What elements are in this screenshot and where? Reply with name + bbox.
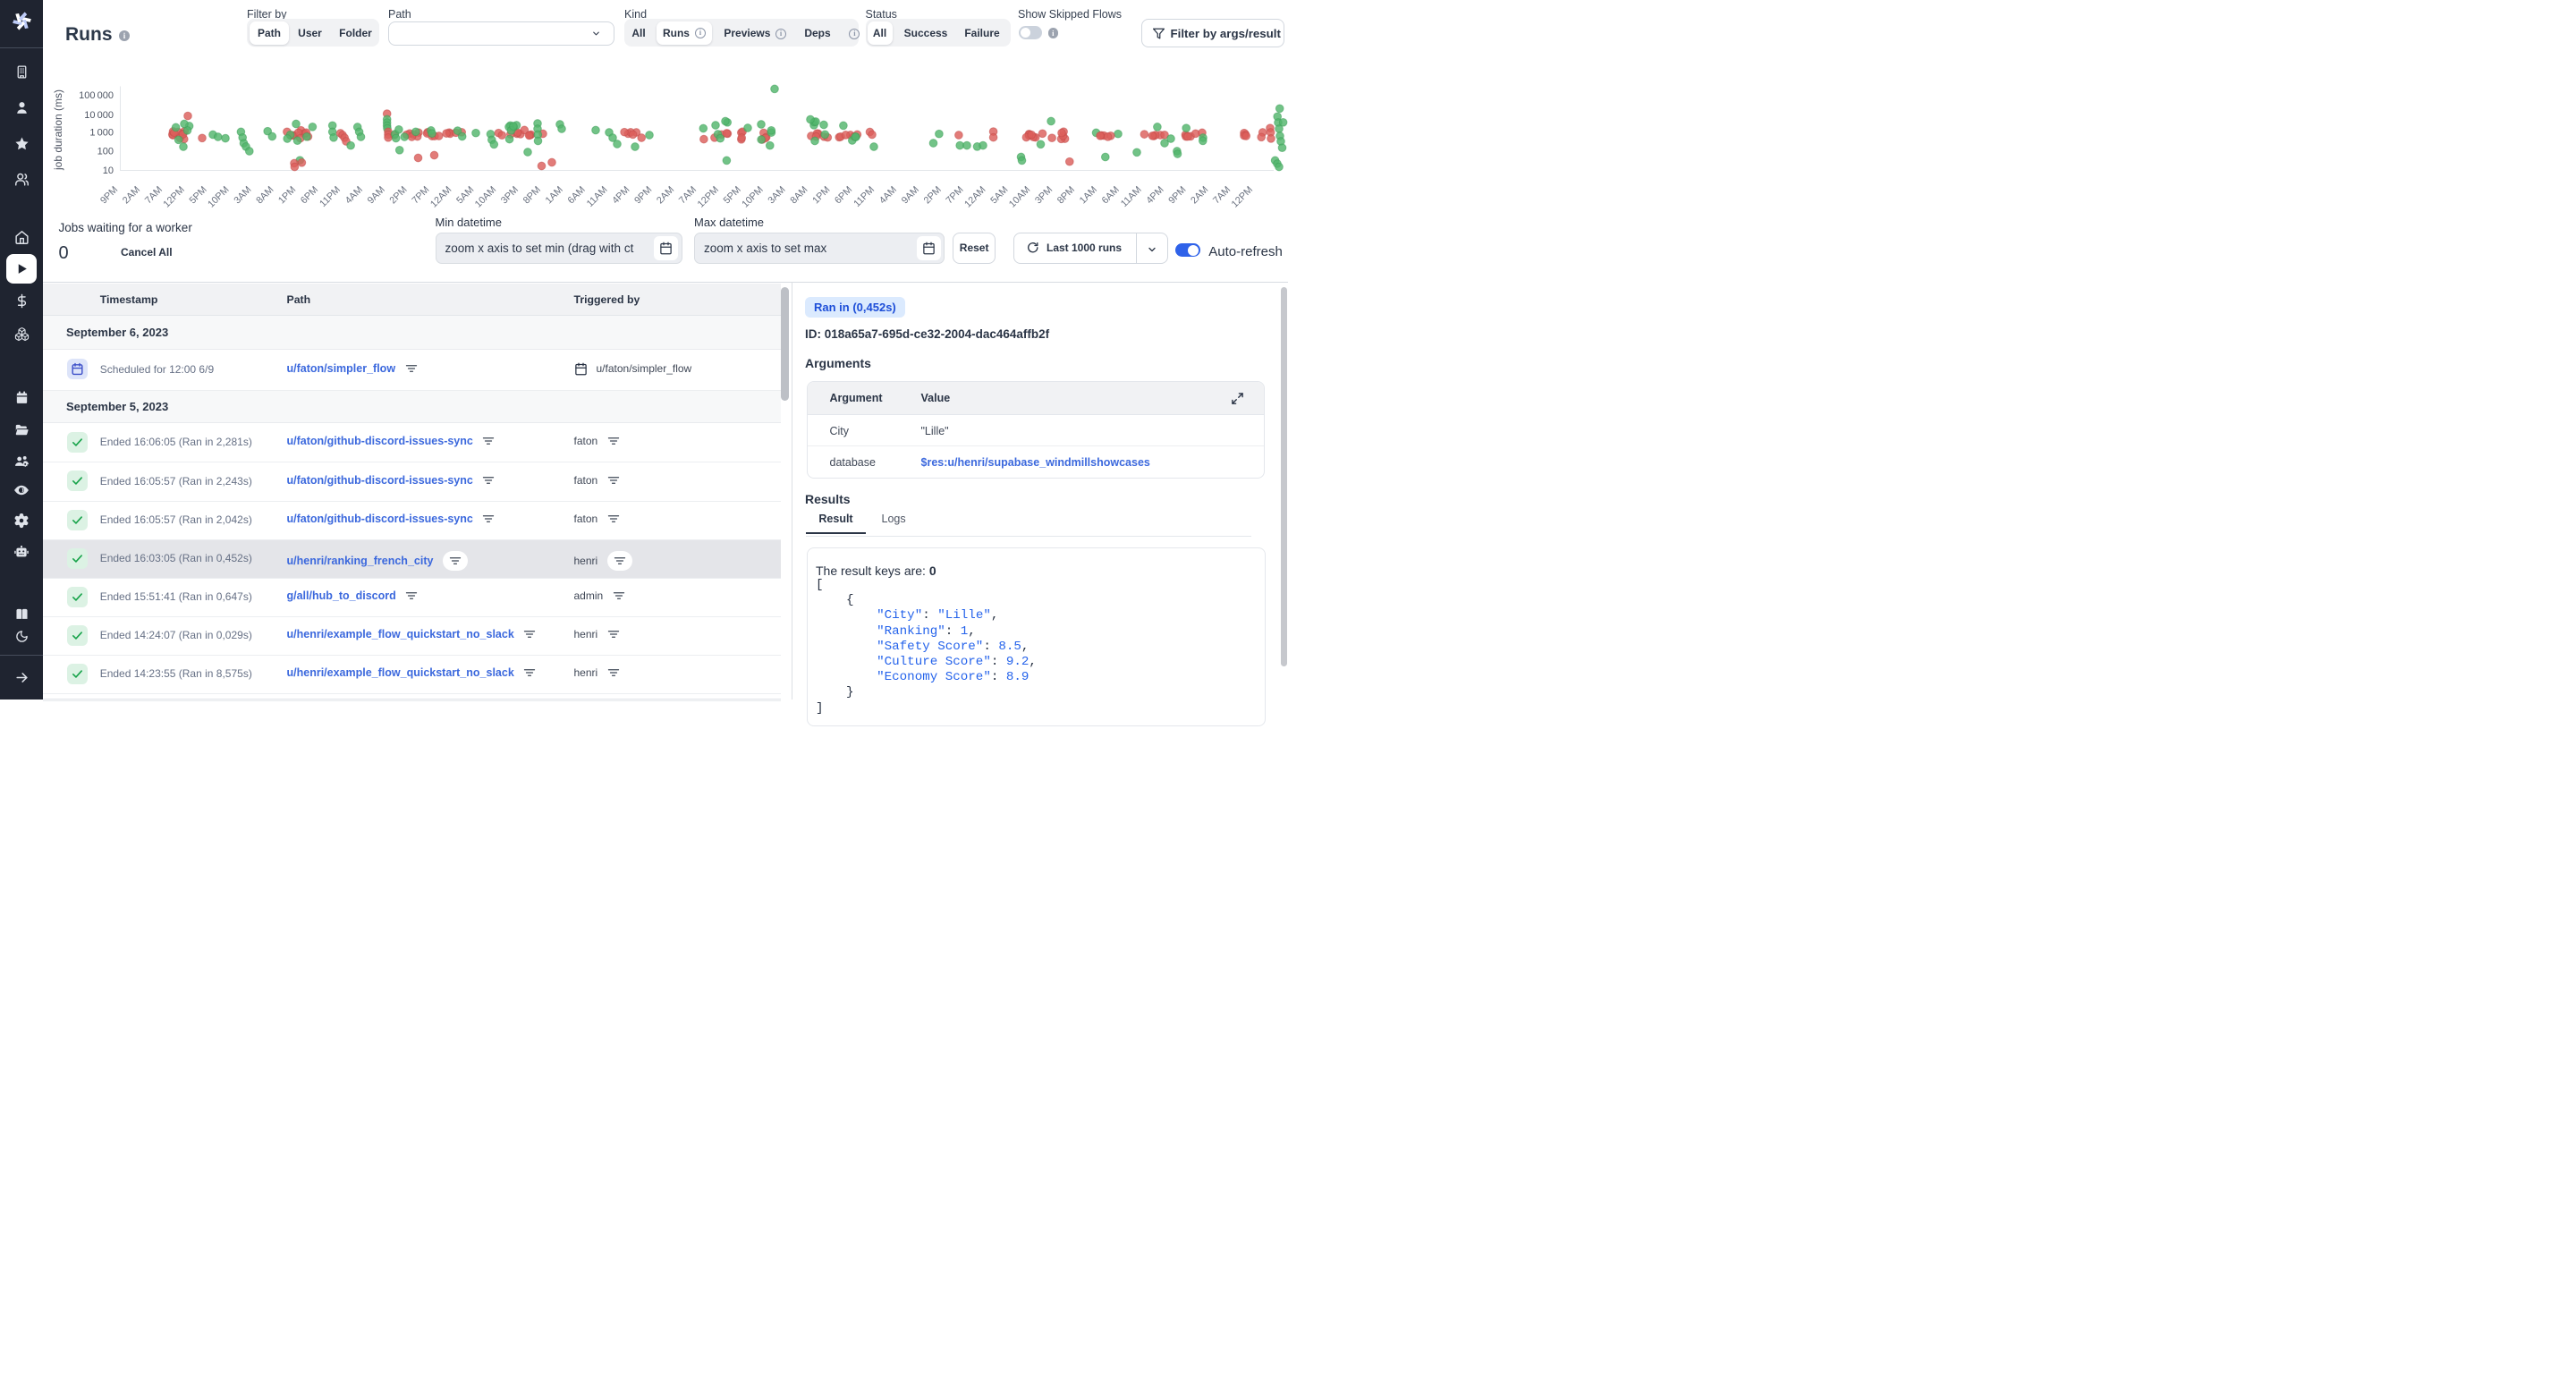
svg-text:job duration (ms): job duration (ms)	[52, 89, 64, 171]
svg-text:4AM: 4AM	[877, 184, 899, 206]
svg-text:8AM: 8AM	[788, 184, 809, 206]
svg-text:4PM: 4PM	[610, 184, 631, 206]
svg-text:100 000: 100 000	[79, 90, 114, 101]
svg-text:10PM: 10PM	[206, 184, 231, 209]
svg-text:8AM: 8AM	[254, 184, 275, 206]
svg-text:9PM: 9PM	[98, 184, 120, 206]
svg-text:8PM: 8PM	[1055, 184, 1077, 206]
svg-text:6PM: 6PM	[299, 184, 320, 206]
svg-text:12PM: 12PM	[1230, 184, 1255, 209]
svg-text:11AM: 11AM	[585, 184, 610, 209]
svg-text:6PM: 6PM	[833, 184, 854, 206]
svg-text:12PM: 12PM	[161, 184, 186, 209]
svg-text:11PM: 11PM	[318, 184, 343, 209]
svg-text:9AM: 9AM	[900, 184, 921, 206]
svg-text:9AM: 9AM	[366, 184, 387, 206]
svg-text:2PM: 2PM	[922, 184, 944, 206]
svg-text:100: 100	[97, 147, 114, 157]
svg-text:3AM: 3AM	[766, 184, 787, 206]
svg-text:11PM: 11PM	[852, 184, 877, 209]
svg-text:2AM: 2AM	[121, 184, 142, 206]
svg-text:1AM: 1AM	[544, 184, 565, 206]
svg-text:6AM: 6AM	[566, 184, 588, 206]
svg-text:11AM: 11AM	[1119, 184, 1144, 209]
svg-text:12AM: 12AM	[962, 184, 987, 209]
svg-text:3AM: 3AM	[232, 184, 253, 206]
svg-text:4PM: 4PM	[1144, 184, 1165, 206]
svg-text:2AM: 2AM	[1189, 184, 1210, 206]
svg-text:10 000: 10 000	[84, 110, 114, 121]
svg-text:3PM: 3PM	[499, 184, 521, 206]
svg-text:1PM: 1PM	[276, 184, 298, 206]
svg-text:6AM: 6AM	[1100, 184, 1122, 206]
svg-text:10: 10	[103, 165, 114, 176]
svg-text:1PM: 1PM	[810, 184, 832, 206]
svg-text:10AM: 10AM	[1007, 184, 1032, 209]
svg-text:1 000: 1 000	[89, 128, 114, 139]
svg-text:3PM: 3PM	[1033, 184, 1055, 206]
svg-text:8PM: 8PM	[521, 184, 543, 206]
svg-text:9PM: 9PM	[1166, 184, 1188, 206]
svg-text:1AM: 1AM	[1078, 184, 1099, 206]
svg-text:4AM: 4AM	[343, 184, 365, 206]
svg-text:9PM: 9PM	[632, 184, 654, 206]
svg-text:10AM: 10AM	[473, 184, 498, 209]
svg-text:2PM: 2PM	[387, 184, 409, 206]
svg-text:2AM: 2AM	[655, 184, 676, 206]
svg-text:12PM: 12PM	[696, 184, 721, 209]
svg-text:10PM: 10PM	[740, 184, 765, 209]
svg-text:12AM: 12AM	[428, 184, 453, 209]
